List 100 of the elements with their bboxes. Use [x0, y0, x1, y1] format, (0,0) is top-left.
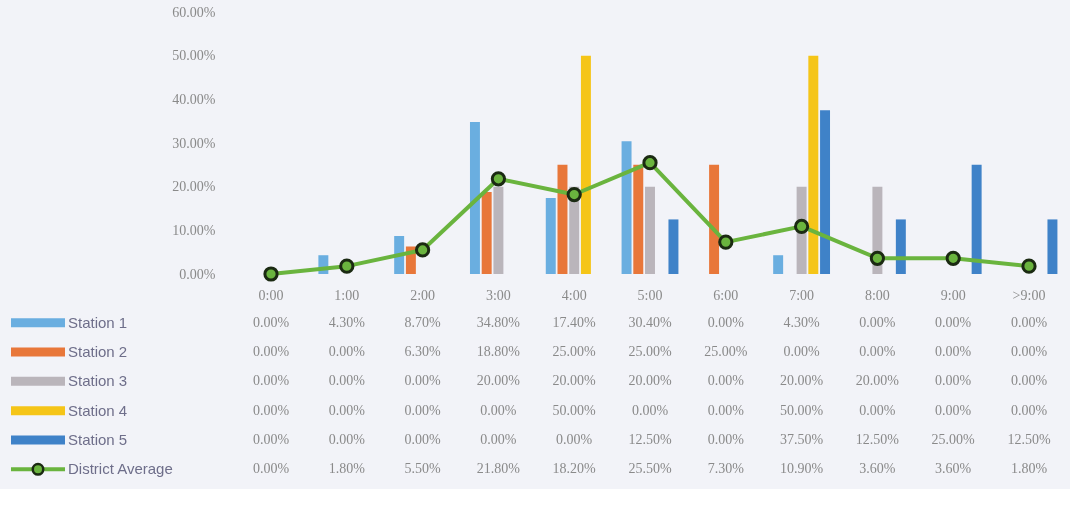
data-label: 0.00% [935, 402, 972, 418]
bar [709, 164, 720, 274]
point [793, 218, 810, 235]
data-label: 4.30% [328, 314, 366, 330]
data-label: 7.30% [707, 461, 745, 477]
point [642, 155, 658, 171]
point [718, 234, 734, 250]
data-label: 0.00% [480, 402, 517, 418]
bar [633, 164, 644, 274]
data-label: 1.80% [1010, 461, 1048, 477]
data-label: 3.60% [859, 461, 896, 477]
data-label: 0.00% [480, 432, 517, 447]
data-label: 0.00% [328, 373, 366, 389]
y-tick-label: 30.00% [172, 135, 216, 151]
data-label: 8.70% [404, 314, 442, 330]
data-label: 0.00% [1010, 373, 1048, 389]
y-tick-label: 60.00% [172, 4, 216, 20]
data-label: 0.00% [252, 461, 290, 477]
bar [895, 219, 906, 274]
data-label: 0.00% [1010, 402, 1048, 418]
bar [808, 55, 819, 274]
data-label: 20.00% [855, 373, 900, 389]
data-label: 0.00% [1010, 314, 1048, 330]
data-label: 0.00% [328, 344, 366, 359]
bar [645, 186, 655, 274]
data-label: 0.00% [252, 373, 290, 389]
data-label: 50.00% [552, 402, 597, 418]
data-label: 0.00% [404, 432, 442, 447]
y-tick-label: 40.00% [172, 91, 216, 107]
data-label: 37.50% [780, 432, 824, 447]
data-label: 34.80% [476, 314, 521, 330]
data-label: 0.00% [252, 402, 290, 418]
data-label: 5.50% [404, 461, 442, 477]
y-tick-label: 20.00% [172, 179, 216, 195]
bar [493, 186, 504, 274]
point [414, 242, 431, 258]
data-label: 10.90% [780, 461, 824, 477]
data-label: 20.00% [476, 373, 521, 389]
data-label: 21.80% [476, 461, 521, 477]
legend-label: Station 5 [68, 431, 128, 448]
data-label: 0.00% [707, 402, 745, 418]
legend-label: District Average [68, 460, 173, 478]
data-label: 12.50% [855, 432, 900, 447]
data-label: 0.00% [328, 432, 366, 447]
bar [668, 219, 679, 274]
data-label: 0.00% [707, 314, 745, 330]
data-label: 17.40% [552, 314, 597, 330]
legend-label: Station 1 [68, 313, 128, 331]
data-label: 1.80% [328, 461, 366, 477]
data-label: 0.00% [328, 402, 366, 418]
bar [545, 198, 556, 274]
bar [580, 55, 591, 274]
y-tick-label: 10.00% [172, 222, 216, 238]
x-tick-label: 2:00 [410, 287, 436, 303]
x-tick-label: 3:00 [485, 287, 511, 303]
y-tick-label: 50.00% [172, 48, 216, 64]
data-label: 0.00% [252, 344, 290, 359]
data-label: 18.80% [476, 344, 521, 359]
x-tick-label: >9:00 [1012, 287, 1046, 303]
point [263, 266, 279, 282]
bar [820, 110, 831, 274]
legend-label: Station 3 [68, 372, 128, 390]
legend-label: Station 4 [68, 401, 128, 419]
data-label: 25.00% [552, 344, 597, 359]
y-tick-label: 0.00% [179, 266, 216, 282]
bar [1047, 219, 1058, 274]
data-label: 12.50% [628, 432, 672, 447]
x-tick-label: 0:00 [258, 287, 284, 303]
data-label: 30.40% [628, 314, 672, 330]
data-label: 25.00% [628, 344, 672, 359]
point [1021, 258, 1037, 274]
data-label: 0.00% [252, 314, 290, 330]
data-label: 0.00% [859, 344, 896, 359]
data-label: 12.50% [1007, 432, 1051, 447]
data-label: 0.00% [1010, 344, 1048, 359]
data-label: 0.00% [631, 402, 669, 418]
data-label: 0.00% [252, 432, 290, 447]
data-label: 0.00% [404, 373, 442, 389]
data-label: 0.00% [935, 314, 972, 330]
point [339, 258, 355, 274]
data-label: 18.20% [552, 461, 597, 477]
data-label: 25.00% [704, 344, 748, 359]
x-tick-label: 7:00 [789, 287, 815, 303]
data-label: 0.00% [859, 314, 896, 330]
data-label: 0.00% [404, 402, 442, 418]
bar [481, 191, 492, 274]
data-label: 25.00% [931, 432, 976, 447]
data-label: 20.00% [780, 373, 824, 389]
bar [971, 164, 982, 274]
point [869, 250, 886, 266]
data-label: 0.00% [935, 344, 972, 359]
data-label: 0.00% [556, 432, 593, 447]
point [490, 171, 507, 187]
data-label: 0.00% [935, 373, 972, 389]
data-label: 0.00% [707, 373, 745, 389]
bar [469, 122, 480, 274]
x-tick-label: 8:00 [864, 287, 890, 303]
x-tick-label: 9:00 [940, 287, 966, 303]
legend-label: Station 2 [68, 343, 128, 360]
data-label: 50.00% [780, 402, 824, 418]
